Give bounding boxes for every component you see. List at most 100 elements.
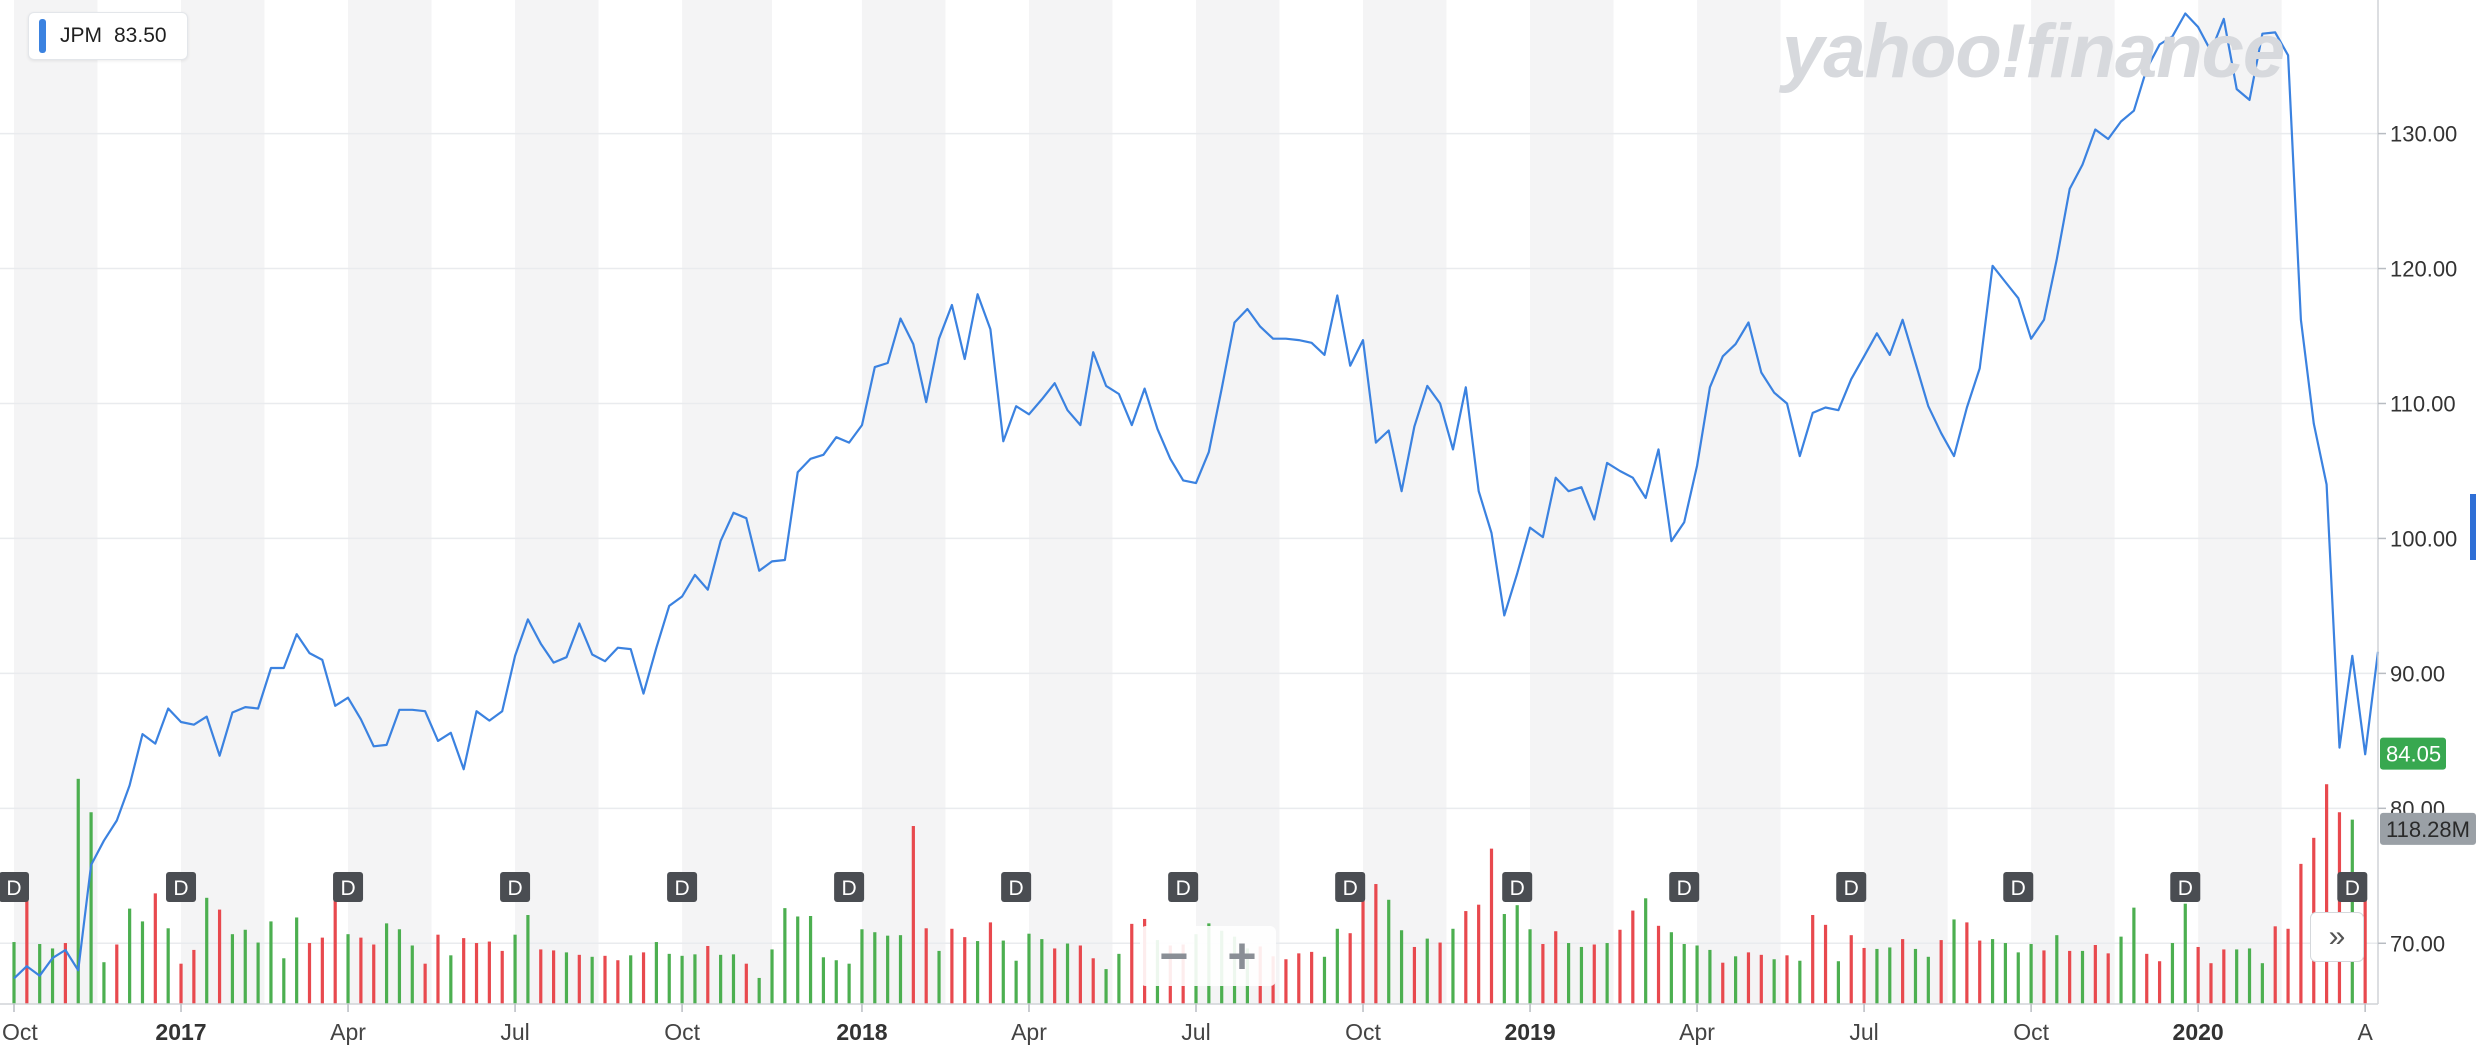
right-edge-tab[interactable] xyxy=(2470,494,2476,560)
volume-bar xyxy=(1322,956,1327,1004)
volume-bar xyxy=(783,908,787,1004)
dividend-marker[interactable]: D xyxy=(1335,872,1366,902)
dividend-marker[interactable]: D xyxy=(1168,872,1199,902)
zoom-controls: − + xyxy=(1140,926,1276,986)
volume-bar xyxy=(76,778,80,1004)
ticker-legend[interactable]: JPM 83.50 xyxy=(28,12,188,60)
volume-bar xyxy=(1631,910,1635,1004)
volume-bar xyxy=(1901,939,1905,1004)
month-band xyxy=(1864,0,1948,1004)
dividend-marker[interactable]: D xyxy=(2170,872,2201,902)
volume-bar xyxy=(1091,958,1095,1004)
volume-bar xyxy=(1836,961,1840,1004)
volume-bar xyxy=(911,826,915,1004)
month-band xyxy=(1530,0,1614,1004)
volume-bar xyxy=(1746,952,1751,1004)
time-tick-label: 2017 xyxy=(155,1019,206,1045)
volume-bar xyxy=(963,937,967,1004)
dividend-marker-label: D xyxy=(173,877,188,900)
volume-bar xyxy=(2157,961,2162,1004)
volume-bar xyxy=(410,945,414,1004)
volume-bar xyxy=(153,893,157,1004)
volume-bar xyxy=(2260,963,2264,1004)
dividend-marker[interactable]: D xyxy=(0,872,29,902)
month-band xyxy=(682,0,773,1004)
volume-bar xyxy=(2055,935,2059,1004)
volume-bar xyxy=(1734,956,1738,1004)
dividend-marker-box xyxy=(500,872,531,902)
time-tick-label: Apr xyxy=(330,1019,366,1045)
volume-bar xyxy=(539,949,543,1004)
volume-bar xyxy=(1798,960,1802,1004)
volume-bar xyxy=(1014,960,1018,1004)
volume-bar xyxy=(1605,943,1609,1004)
price-tick-label: 70.00 xyxy=(2390,931,2445,956)
time-tick-label: 2018 xyxy=(836,1019,887,1045)
dividend-marker-box xyxy=(1669,872,1700,902)
zoom-in-button[interactable]: + xyxy=(1227,928,1257,984)
dividend-marker[interactable]: D xyxy=(166,872,197,902)
volume-bar xyxy=(1387,899,1391,1004)
volume-bar xyxy=(937,950,941,1004)
volume-bar xyxy=(706,945,710,1004)
volume-bar xyxy=(1965,922,1969,1004)
volume-bar xyxy=(2363,877,2367,1004)
time-tick-label: Apr xyxy=(1679,1019,1715,1045)
series-color-swatch xyxy=(39,19,46,53)
volume-bar xyxy=(2235,949,2239,1004)
volume-bar xyxy=(63,943,67,1004)
volume-bar xyxy=(719,954,723,1004)
volume-bar xyxy=(1438,942,1442,1004)
dividend-marker-label: D xyxy=(1176,877,1191,900)
dividend-marker-label: D xyxy=(1677,877,1692,900)
volume-bar xyxy=(1888,947,1892,1004)
scroll-to-end-button[interactable]: » xyxy=(2310,912,2364,962)
month-bands xyxy=(0,0,2282,1004)
volume-bar xyxy=(1027,933,1031,1004)
price-tick-label: 90.00 xyxy=(2390,661,2445,686)
volume-bar xyxy=(295,917,299,1004)
volume-bar xyxy=(975,941,980,1004)
dividend-marker[interactable]: D xyxy=(2337,872,2368,902)
time-tick-label: Oct xyxy=(1345,1019,1381,1045)
month-band xyxy=(0,0,14,1004)
volume-bar xyxy=(2286,928,2290,1004)
dividend-marker[interactable]: D xyxy=(1669,872,1700,902)
volume-bar xyxy=(1618,929,1622,1004)
volume-bar xyxy=(886,935,890,1004)
dividend-marker[interactable]: D xyxy=(834,872,865,902)
price-line-group xyxy=(13,12,2380,980)
volume-bar xyxy=(128,908,132,1004)
legend-value: 83.50 xyxy=(114,24,167,47)
dividend-marker-box xyxy=(1335,872,1366,902)
volume-bar xyxy=(462,938,466,1004)
volume-bar xyxy=(2350,819,2354,1004)
dividend-marker[interactable]: D xyxy=(333,872,364,902)
volume-bar xyxy=(2080,950,2085,1004)
price-tick-label: 100.00 xyxy=(2390,526,2457,551)
dividend-marker[interactable]: D xyxy=(1836,872,1867,902)
volume-bar xyxy=(89,812,93,1004)
volume-bar xyxy=(2106,953,2110,1004)
dividend-marker[interactable]: D xyxy=(667,872,698,902)
dividend-marker[interactable]: D xyxy=(1001,872,1032,902)
zoom-out-button[interactable]: − xyxy=(1159,928,1189,984)
dividend-marker[interactable]: D xyxy=(1502,872,1533,902)
dividend-marker[interactable]: D xyxy=(500,872,531,902)
volume-bar xyxy=(1425,938,1429,1004)
dividend-marker-box xyxy=(0,872,29,902)
volume-bar xyxy=(1926,956,1930,1004)
volume-bar xyxy=(2132,907,2136,1004)
dividend-marker-box xyxy=(333,872,364,902)
volume-bar xyxy=(2209,963,2213,1004)
volume-bar xyxy=(2337,812,2342,1004)
dividend-marker[interactable]: D xyxy=(2003,872,2034,902)
volume-bar xyxy=(796,916,800,1004)
volume-bar xyxy=(205,897,209,1004)
volume-bar xyxy=(1489,848,1494,1004)
volume-bar xyxy=(487,941,491,1004)
volume-bar xyxy=(140,921,145,1004)
volume-bar xyxy=(1579,946,1584,1004)
